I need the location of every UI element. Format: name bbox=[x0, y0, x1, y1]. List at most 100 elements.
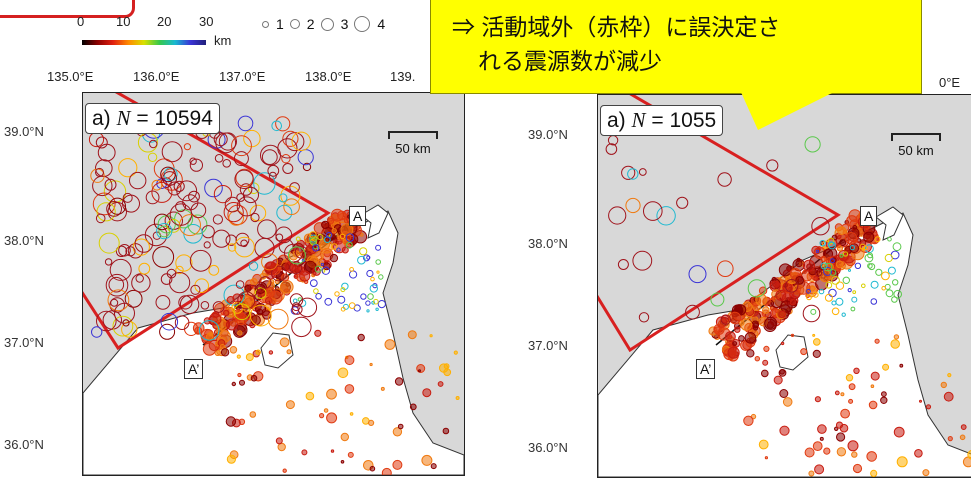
earthquake-marker bbox=[233, 303, 251, 321]
earthquake-marker bbox=[204, 178, 223, 198]
earthquake-marker bbox=[710, 292, 725, 307]
earthquake-marker bbox=[212, 214, 223, 225]
earthquake-marker bbox=[815, 249, 819, 253]
earthquake-marker bbox=[896, 456, 908, 468]
earthquake-marker bbox=[92, 192, 116, 216]
earthquake-marker bbox=[813, 338, 821, 346]
earthquake-marker bbox=[852, 225, 858, 230]
earthquake-marker bbox=[831, 276, 840, 285]
earthquake-marker bbox=[212, 229, 231, 248]
earthquake-marker bbox=[309, 237, 317, 245]
earthquake-marker bbox=[418, 369, 421, 373]
earthquake-marker bbox=[286, 349, 292, 355]
earthquake-marker bbox=[819, 436, 824, 441]
lat-label: 38.0°N bbox=[528, 236, 568, 251]
earthquake-marker bbox=[734, 304, 747, 316]
earthquake-marker bbox=[324, 297, 333, 306]
earthquake-marker bbox=[732, 341, 738, 346]
earthquake-marker bbox=[95, 213, 106, 224]
earthquake-marker bbox=[632, 250, 653, 271]
earthquake-marker bbox=[106, 201, 123, 217]
earthquake-marker bbox=[835, 297, 844, 306]
earthquake-marker bbox=[717, 260, 734, 277]
earthquake-marker bbox=[823, 262, 833, 272]
earthquake-marker bbox=[825, 281, 833, 289]
earthquake-marker bbox=[967, 449, 971, 460]
earthquake-marker bbox=[317, 234, 324, 241]
earthquake-marker bbox=[321, 220, 330, 230]
earthquake-marker bbox=[784, 279, 799, 293]
earthquake-marker bbox=[131, 273, 151, 293]
earthquake-marker bbox=[368, 419, 375, 426]
earthquake-marker bbox=[372, 283, 378, 289]
earthquake-marker bbox=[95, 167, 104, 177]
earthquake-marker bbox=[223, 284, 245, 306]
earthquake-marker bbox=[289, 182, 300, 193]
earthquake-marker bbox=[297, 149, 314, 166]
earthquake-marker bbox=[819, 240, 826, 247]
earthquake-marker bbox=[349, 412, 354, 416]
earthquake-marker bbox=[346, 241, 353, 249]
map-right-drawing bbox=[598, 95, 971, 477]
earthquake-marker bbox=[842, 251, 849, 257]
earthquake-marker bbox=[175, 265, 184, 275]
earthquake-marker bbox=[151, 181, 173, 203]
scale-bar-left: 50 km bbox=[383, 131, 443, 156]
earthquake-marker bbox=[922, 469, 930, 477]
earthquake-marker bbox=[758, 439, 769, 450]
earthquake-marker bbox=[104, 258, 113, 266]
earthquake-marker bbox=[823, 266, 833, 276]
earthquake-marker bbox=[960, 424, 967, 431]
scale-bar-right: 50 km bbox=[886, 133, 946, 158]
earthquake-marker bbox=[773, 375, 783, 385]
earthquake-marker bbox=[275, 116, 291, 132]
earthquake-marker bbox=[870, 298, 878, 305]
earthquake-marker bbox=[834, 390, 840, 396]
earthquake-marker bbox=[112, 315, 134, 337]
earthquake-marker bbox=[839, 239, 847, 247]
mag2-circle-icon bbox=[289, 19, 300, 29]
earthquake-marker bbox=[285, 400, 295, 410]
earthquake-marker bbox=[242, 186, 259, 204]
earthquake-marker bbox=[179, 214, 201, 237]
earthquake-marker bbox=[866, 451, 878, 462]
earthquake-marker bbox=[295, 236, 301, 242]
earthquake-marker bbox=[638, 312, 650, 323]
earthquake-marker bbox=[314, 329, 322, 337]
earthquake-marker bbox=[292, 250, 300, 258]
earthquake-marker bbox=[778, 310, 786, 319]
bounding-box-red bbox=[598, 95, 841, 353]
earthquake-marker bbox=[881, 271, 890, 281]
earthquake-marker bbox=[147, 152, 158, 163]
earthquake-marker bbox=[806, 294, 812, 301]
earthquake-marker bbox=[291, 316, 312, 338]
earthquake-marker bbox=[225, 416, 237, 427]
depth-tick-0: 0 bbox=[77, 14, 85, 29]
earthquake-marker bbox=[250, 374, 258, 382]
earthquake-marker bbox=[947, 436, 953, 442]
earthquake-marker bbox=[840, 408, 851, 419]
lon-label: 139. bbox=[390, 69, 416, 84]
earthquake-marker bbox=[810, 308, 817, 315]
earthquake-marker bbox=[159, 323, 176, 340]
earthquake-marker bbox=[875, 268, 883, 276]
panel-label-left: a) N = 10594 bbox=[85, 103, 220, 134]
earthquake-marker bbox=[762, 306, 770, 314]
depth-tick-30: 30 bbox=[199, 14, 214, 29]
profile-end-a-prime: A’ bbox=[184, 359, 204, 379]
earthquake-marker bbox=[183, 143, 192, 151]
lat-label: 37.0°N bbox=[4, 335, 44, 350]
earthquake-marker bbox=[822, 240, 831, 249]
earthquake-marker bbox=[870, 469, 878, 477]
earthquake-marker bbox=[384, 339, 396, 350]
earthquake-marker bbox=[190, 202, 207, 219]
earthquake-marker bbox=[868, 400, 878, 410]
earthquake-marker bbox=[275, 437, 283, 445]
earthquake-marker bbox=[763, 345, 770, 352]
mag1-label: 1 bbox=[276, 16, 284, 32]
earthquake-marker bbox=[149, 139, 158, 149]
earthquake-circles bbox=[605, 135, 971, 477]
earthquake-marker bbox=[818, 288, 825, 295]
earthquake-marker bbox=[734, 326, 741, 333]
earthquake-marker bbox=[234, 236, 255, 258]
